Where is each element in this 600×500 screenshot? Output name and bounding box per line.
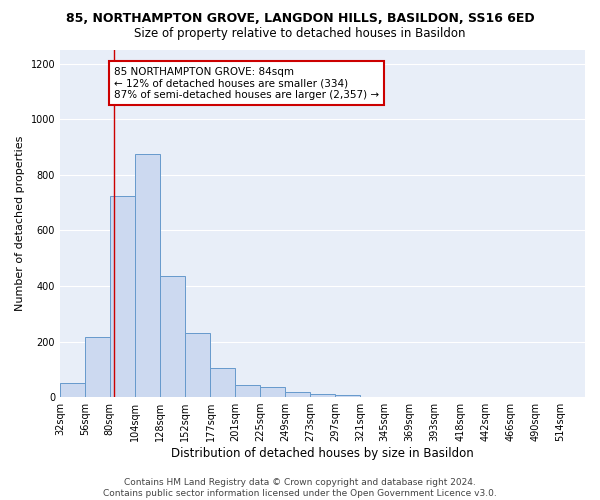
Text: 85 NORTHAMPTON GROVE: 84sqm
← 12% of detached houses are smaller (334)
87% of se: 85 NORTHAMPTON GROVE: 84sqm ← 12% of det… bbox=[114, 66, 379, 100]
Bar bbox=[335, 395, 360, 397]
Bar bbox=[260, 387, 285, 397]
Bar bbox=[235, 384, 260, 397]
Text: 85, NORTHAMPTON GROVE, LANGDON HILLS, BASILDON, SS16 6ED: 85, NORTHAMPTON GROVE, LANGDON HILLS, BA… bbox=[65, 12, 535, 26]
Bar bbox=[135, 154, 160, 397]
Bar bbox=[85, 338, 110, 397]
Text: Contains HM Land Registry data © Crown copyright and database right 2024.
Contai: Contains HM Land Registry data © Crown c… bbox=[103, 478, 497, 498]
X-axis label: Distribution of detached houses by size in Basildon: Distribution of detached houses by size … bbox=[171, 447, 474, 460]
Y-axis label: Number of detached properties: Number of detached properties bbox=[15, 136, 25, 311]
Text: Size of property relative to detached houses in Basildon: Size of property relative to detached ho… bbox=[134, 28, 466, 40]
Bar bbox=[185, 333, 211, 397]
Bar bbox=[60, 383, 85, 397]
Bar bbox=[110, 196, 135, 397]
Bar bbox=[160, 276, 185, 397]
Bar bbox=[310, 394, 335, 397]
Bar bbox=[211, 368, 235, 397]
Bar bbox=[285, 392, 310, 397]
